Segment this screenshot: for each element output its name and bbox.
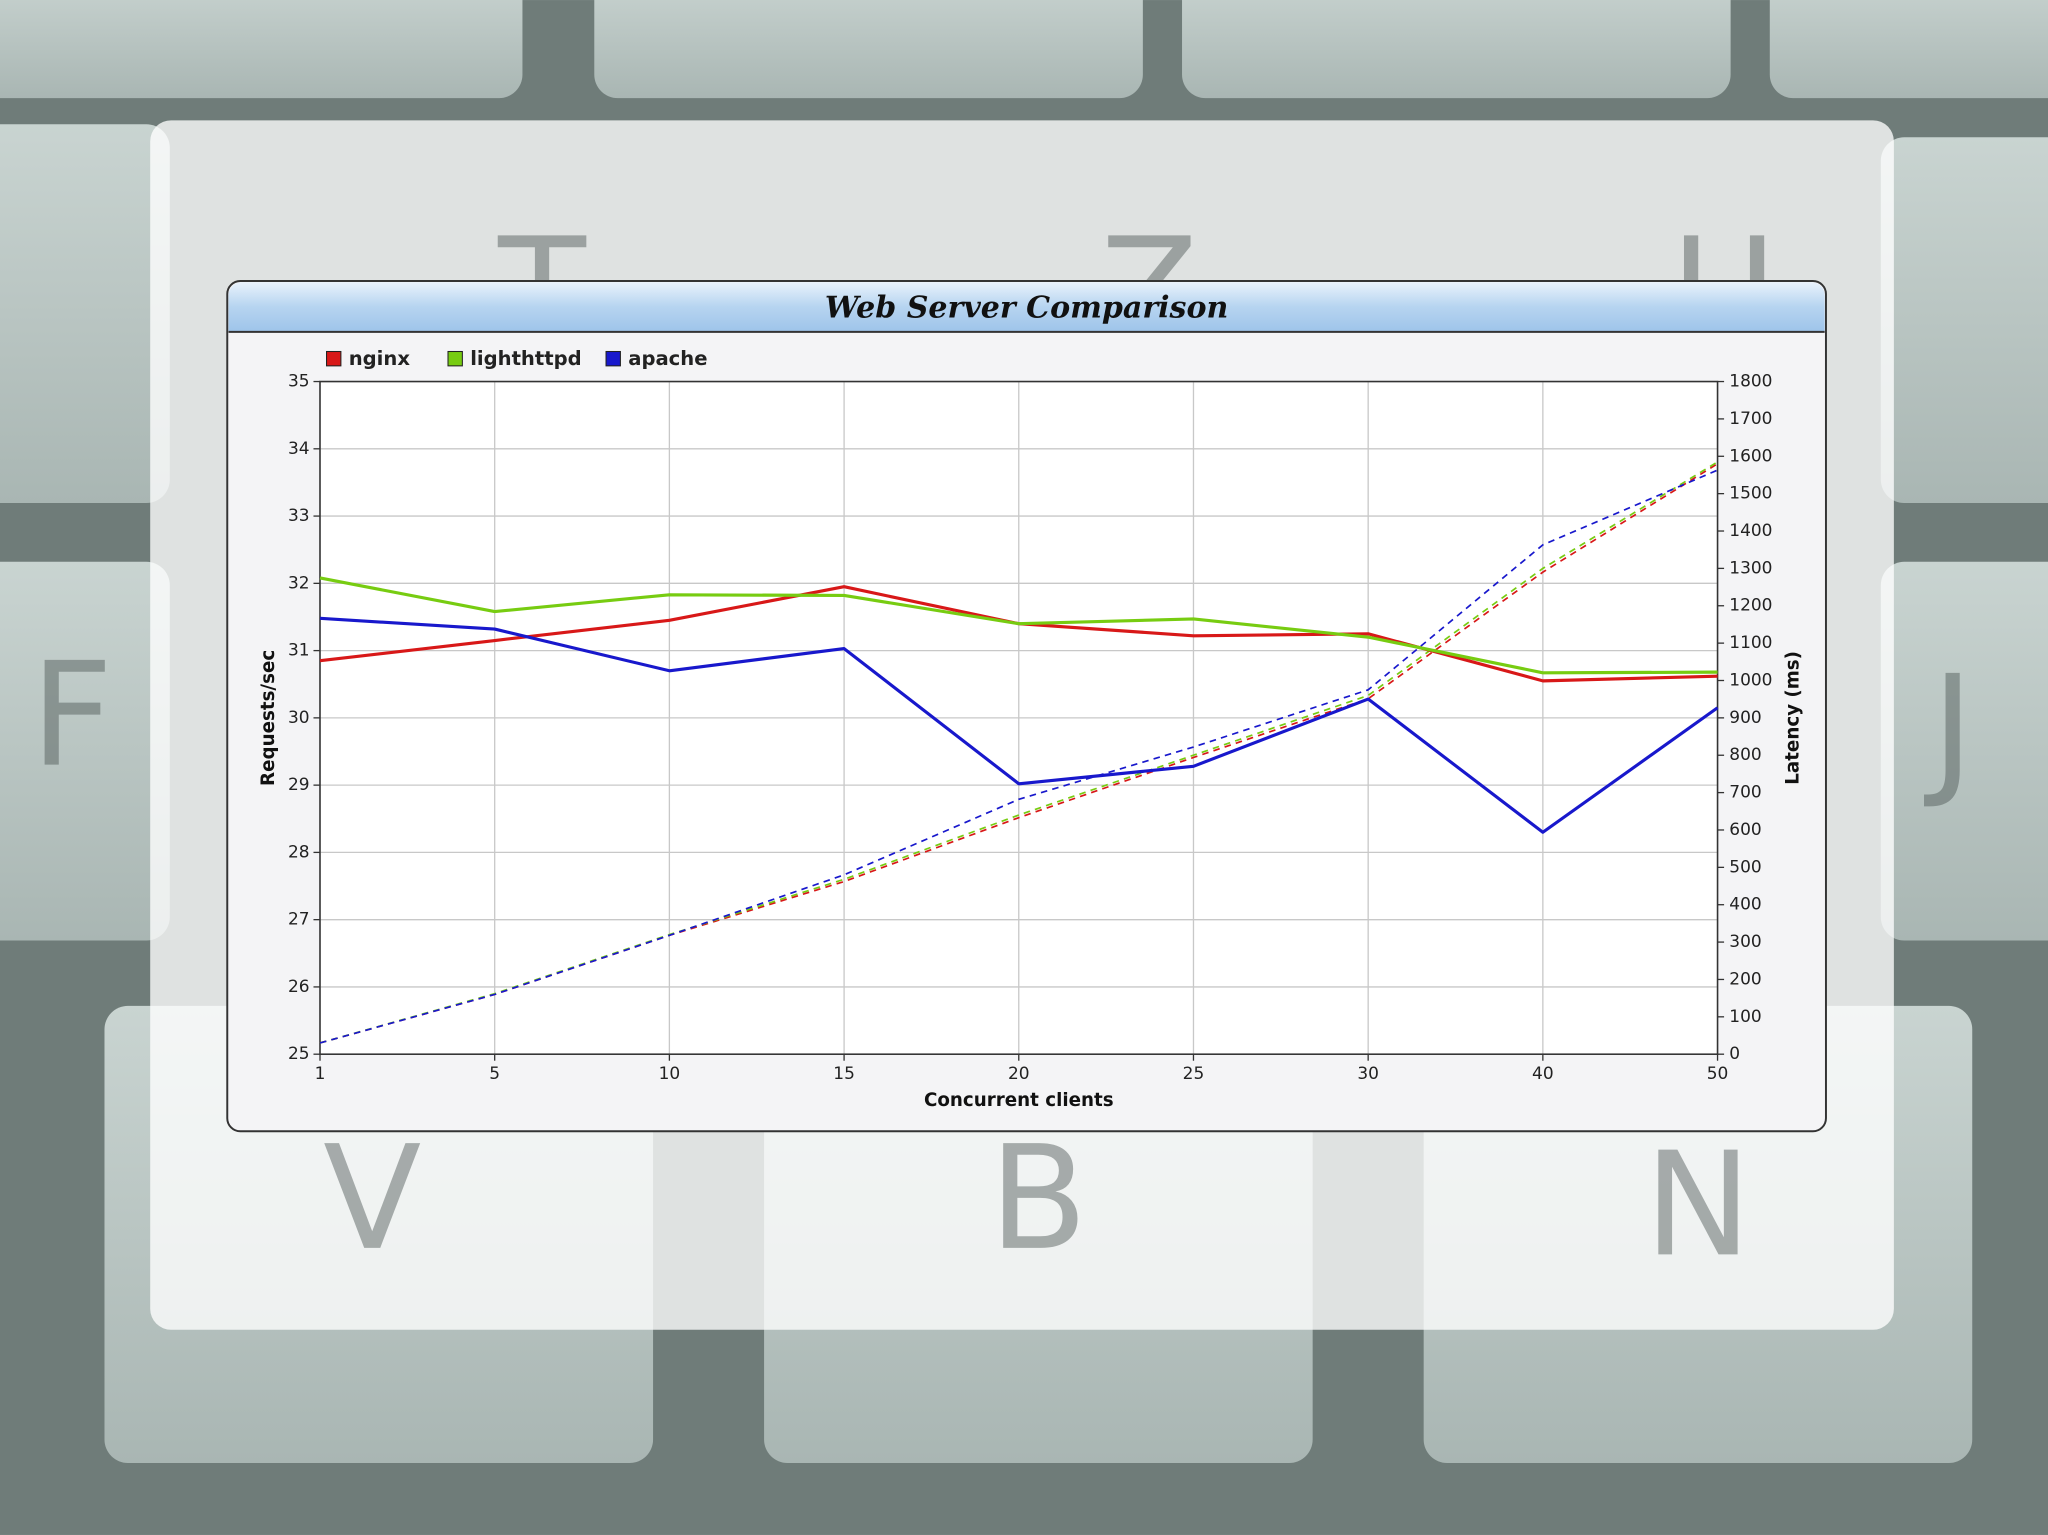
key-letter: F — [31, 632, 114, 799]
latency-line — [319, 463, 1718, 1044]
x-axis-title: Concurrent clients — [924, 1090, 1114, 1111]
y2-tick-label: 600 — [1729, 820, 1761, 840]
x-tick-label: 15 — [833, 1064, 855, 1084]
y-tick-label: 25 — [288, 1044, 310, 1064]
y2-tick-label: 0 — [1729, 1044, 1740, 1064]
plot-border — [319, 380, 1719, 1055]
x-tick-label: 25 — [1183, 1064, 1205, 1084]
legend-swatch — [605, 350, 621, 367]
legend-label: lighthttpd — [470, 347, 581, 370]
y-tick-label: 30 — [288, 708, 310, 728]
x-tick-label: 40 — [1532, 1064, 1554, 1084]
x-tick-label: 30 — [1357, 1064, 1379, 1084]
y2-tick-label: 1600 — [1729, 446, 1772, 466]
y2-tick-label: 1800 — [1729, 372, 1772, 392]
y2-tick-label: 900 — [1729, 708, 1761, 728]
y2-tick-label: 1300 — [1729, 558, 1772, 578]
legend-label: apache — [628, 347, 707, 370]
chart: 1 5 10 15 20 25 30 40 50252627282930313233343501… — [258, 347, 1803, 1111]
key-letter: V — [323, 1115, 421, 1282]
y2-tick-label: 300 — [1729, 932, 1761, 952]
key-letter: J — [1923, 645, 1973, 812]
x-tick-label: 50 — [1707, 1064, 1729, 1084]
y2-tick-label: 1100 — [1729, 633, 1772, 653]
y-tick-label: 29 — [288, 775, 310, 795]
y2-tick-label: 1700 — [1729, 409, 1772, 429]
x-tick-label: 20 — [1008, 1064, 1030, 1084]
latency-line — [319, 469, 1718, 1044]
y-tick-label: 26 — [288, 977, 310, 997]
y2-tick-label: 200 — [1729, 969, 1761, 989]
y2-tick-label: 1500 — [1729, 484, 1772, 504]
chart-title: Web Server Comparison — [825, 291, 1228, 326]
y2-tick-label: 400 — [1729, 895, 1761, 915]
y-axis-title: Requests/sec — [258, 650, 279, 786]
y-tick-label: 31 — [288, 641, 310, 661]
y2-tick-label: 1000 — [1729, 670, 1772, 690]
x-tick-label: 5 — [489, 1064, 500, 1084]
y2-tick-label: 1400 — [1729, 521, 1772, 541]
key-letter: B — [989, 1115, 1088, 1282]
legend-label: nginx — [349, 347, 411, 370]
y2-tick-label: 100 — [1729, 1007, 1761, 1027]
y-tick-label: 27 — [288, 910, 310, 930]
title-bar — [228, 282, 1825, 332]
legend-swatch — [447, 350, 463, 367]
key-letter: N — [1644, 1121, 1751, 1288]
chart-window: Web Server Comparison — [226, 279, 1827, 1133]
y-tick-label: 28 — [288, 842, 310, 862]
legend-swatch — [326, 350, 342, 367]
y-tick-label: 35 — [288, 372, 310, 392]
series-line — [319, 576, 1718, 675]
y2-tick-label: 700 — [1729, 783, 1761, 803]
y-tick-label: 34 — [288, 439, 310, 459]
x-tick-label: 1 — [315, 1064, 326, 1084]
latency-line — [319, 461, 1718, 1044]
y2-tick-label: 800 — [1729, 745, 1761, 765]
y2-axis-title: Latency (ms) — [1782, 651, 1803, 785]
series-line — [319, 616, 1719, 834]
y2-tick-label: 500 — [1729, 857, 1761, 877]
y-tick-label: 33 — [288, 506, 310, 526]
x-tick-label: 10 — [659, 1064, 681, 1084]
y-tick-label: 32 — [288, 573, 310, 593]
y2-tick-label: 1200 — [1729, 596, 1772, 616]
